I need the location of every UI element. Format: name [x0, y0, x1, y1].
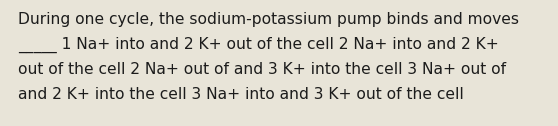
Text: out of the cell 2 Na+ out of and 3 K+ into the cell 3 Na+ out of: out of the cell 2 Na+ out of and 3 K+ in…	[18, 62, 506, 77]
Text: During one cycle, the sodium-potassium pump binds and moves: During one cycle, the sodium-potassium p…	[18, 12, 519, 27]
Text: _____ 1 Na+ into and 2 K+ out of the cell 2 Na+ into and 2 K+: _____ 1 Na+ into and 2 K+ out of the cel…	[18, 37, 499, 53]
Text: and 2 K+ into the cell 3 Na+ into and 3 K+ out of the cell: and 2 K+ into the cell 3 Na+ into and 3 …	[18, 87, 464, 102]
